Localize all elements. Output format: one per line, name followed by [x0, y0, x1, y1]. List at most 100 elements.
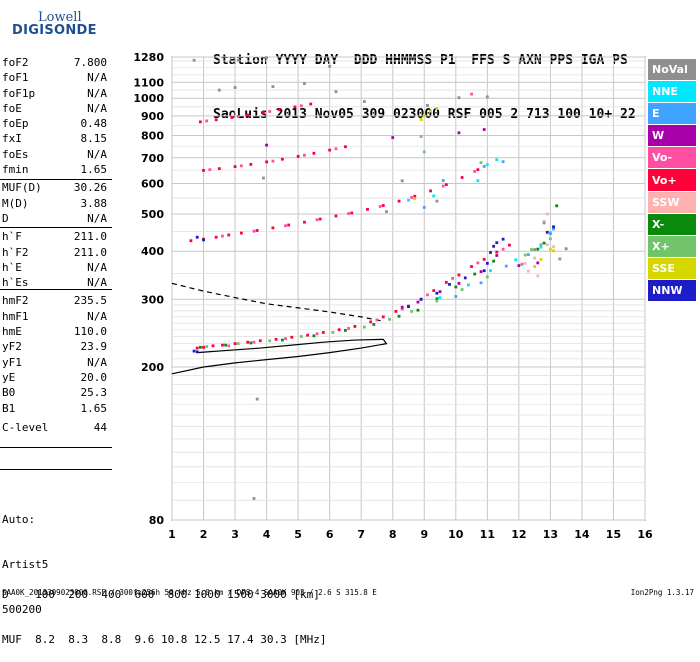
ionogram-point-nne — [438, 296, 442, 300]
ionogram-point-vo- — [381, 315, 385, 319]
ionogram-point-noval — [262, 176, 265, 180]
parameter-panel: foF2 7.800 foF1 N/A foF1p N/A foE N/A fo… — [0, 55, 115, 470]
y-tick-label: 700 — [141, 152, 164, 165]
ionogram-point-sse — [549, 247, 552, 251]
ionogram-point-vo- — [290, 335, 294, 339]
ionogram-point-nne — [476, 179, 480, 183]
ionogram-point-x- — [479, 161, 483, 165]
ionogram-point-vo- — [227, 344, 231, 348]
ionogram-point-vo- — [252, 340, 256, 344]
plot-border — [171, 56, 646, 521]
param-value-yF1: N/A — [87, 355, 107, 369]
ionogram-point-x- — [485, 275, 489, 279]
ionogram-point-sse — [413, 197, 417, 201]
ionogram-point-x- — [523, 253, 527, 257]
ionogram-point-vo- — [337, 328, 341, 332]
ionogram-point-x- — [536, 247, 540, 251]
ionogram-point-sse — [552, 249, 555, 253]
param-row-foF1p: foF1p N/A — [0, 86, 115, 101]
ionogram-point-nnw — [195, 350, 199, 354]
param-name-foF2: foF2 — [2, 56, 29, 69]
param-value-foEp: 0.48 — [80, 117, 108, 131]
param-value-B1: 1.65 — [80, 401, 108, 415]
artist-version: Artist5 — [2, 558, 49, 571]
ionogram-point-noval — [485, 95, 489, 99]
ionogram-point-sse — [429, 109, 432, 113]
ionogram-point-x- — [362, 325, 366, 329]
param-row-foEp: foEp 0.48 — [0, 116, 115, 131]
param-value-foF1p: N/A — [87, 86, 107, 100]
x-tick-label: 9 — [420, 528, 428, 541]
ionogram-point-noval — [362, 100, 366, 103]
ionogram-point-x- — [312, 334, 316, 338]
ionogram-point-ssw — [545, 243, 549, 247]
software-version: Ion2Png 1.3.17 — [630, 588, 694, 597]
ionogram-point-noval — [400, 179, 404, 183]
ionogram-point-vo- — [236, 115, 240, 118]
muf-row: MUF 8.2 8.3 8.8 9.6 10.8 12.5 17.4 30.3 … — [2, 633, 327, 646]
param-row-d: D N/A — [0, 211, 115, 226]
ionogram-point-noval — [520, 262, 524, 266]
ionogram-point-w — [457, 131, 461, 135]
ionogram-point-noval — [192, 58, 196, 62]
ionogram-point-nnw — [192, 349, 196, 353]
ionogram-point-nne — [539, 245, 543, 249]
legend-item-x-plus: X+ — [648, 235, 696, 257]
parameter-divider-2 — [0, 227, 112, 228]
ionogram-point-vo- — [217, 167, 221, 171]
ionogram-point-noval — [236, 58, 240, 62]
ionogram-point-vo- — [318, 217, 322, 221]
distance-row: D 100 200 400 600 800 1000 1500 3000 [km… — [2, 588, 320, 601]
param-row-hmF1: hmF1 N/A — [0, 309, 115, 324]
param-value-muf-d: 30.26 — [73, 181, 107, 195]
ionogram-point-x- — [435, 297, 439, 301]
ionogram-point-nnw — [463, 276, 467, 280]
ionogram-chart: 1 2 3 4 5 6 7 8 9 10 11 12 13 14 15 1680200300400500600… — [133, 51, 653, 541]
param-value-foE: N/A — [87, 101, 107, 115]
ionogram-point-nnw — [545, 230, 549, 234]
ionogram-point-nne — [514, 258, 518, 262]
param-value-yF2: 23.9 — [80, 340, 108, 354]
ionogram-point-x- — [280, 338, 284, 342]
param-name-h-es: h`Es — [2, 276, 29, 290]
ionogram-point-x- — [388, 317, 391, 321]
param-value-h-f2: 211.0 — [73, 245, 107, 259]
ionogram-point-noval — [328, 64, 332, 68]
param-row-yF1: yF1 N/A — [0, 355, 115, 370]
ionogram-point-x- — [473, 272, 477, 276]
ionogram-point-vo- — [501, 247, 505, 251]
ionogram-point-x- — [372, 323, 376, 326]
ionogram-point-x- — [492, 259, 496, 263]
ionogram-point-x- — [397, 314, 401, 318]
ionogram-point-x- — [460, 288, 464, 291]
ionogram-point-vo- — [268, 110, 272, 113]
ionogram-point-w — [495, 254, 499, 257]
trace-layer — [171, 282, 388, 375]
ionogram-point-vo- — [344, 145, 347, 149]
ionogram-point-vo- — [246, 340, 250, 344]
param-row-h-es: h`Es N/A — [0, 275, 115, 290]
ionogram-point-vo- — [299, 104, 303, 108]
param-row-muf-d: MUF(D) 30.26 — [0, 180, 115, 195]
ionogram-point-noval — [542, 221, 546, 225]
legend-item-x-minus: X- — [648, 213, 696, 235]
axis-layer: 1 2 3 4 5 6 7 8 9 10 11 12 13 14 15 1680200300400500600… — [133, 51, 653, 541]
ionogram-point-vo- — [473, 170, 477, 173]
ionogram-point-ssw — [526, 269, 530, 273]
ionogram-point-vo- — [221, 234, 224, 238]
param-value-h-es: N/A — [87, 276, 107, 290]
param-name-hmF1: hmF1 — [2, 309, 29, 323]
x-tick-label: 11 — [480, 528, 495, 541]
ionogram-point-nne — [485, 163, 489, 167]
x-tick-label: 13 — [543, 528, 558, 541]
ionogram-point-vo- — [202, 345, 205, 349]
ionogram-point-vo- — [400, 307, 404, 311]
param-row-yE: yE 20.0 — [0, 370, 115, 385]
param-row-foF1: foF1 N/A — [0, 70, 115, 85]
param-value-foEs: N/A — [87, 147, 107, 161]
ionogram-point-vo- — [482, 257, 486, 261]
ionogram-point-w — [391, 136, 395, 139]
ionogram-point-vo- — [334, 147, 338, 151]
ionogram-point-x- — [435, 299, 439, 303]
ionogram-point-w — [479, 270, 483, 274]
